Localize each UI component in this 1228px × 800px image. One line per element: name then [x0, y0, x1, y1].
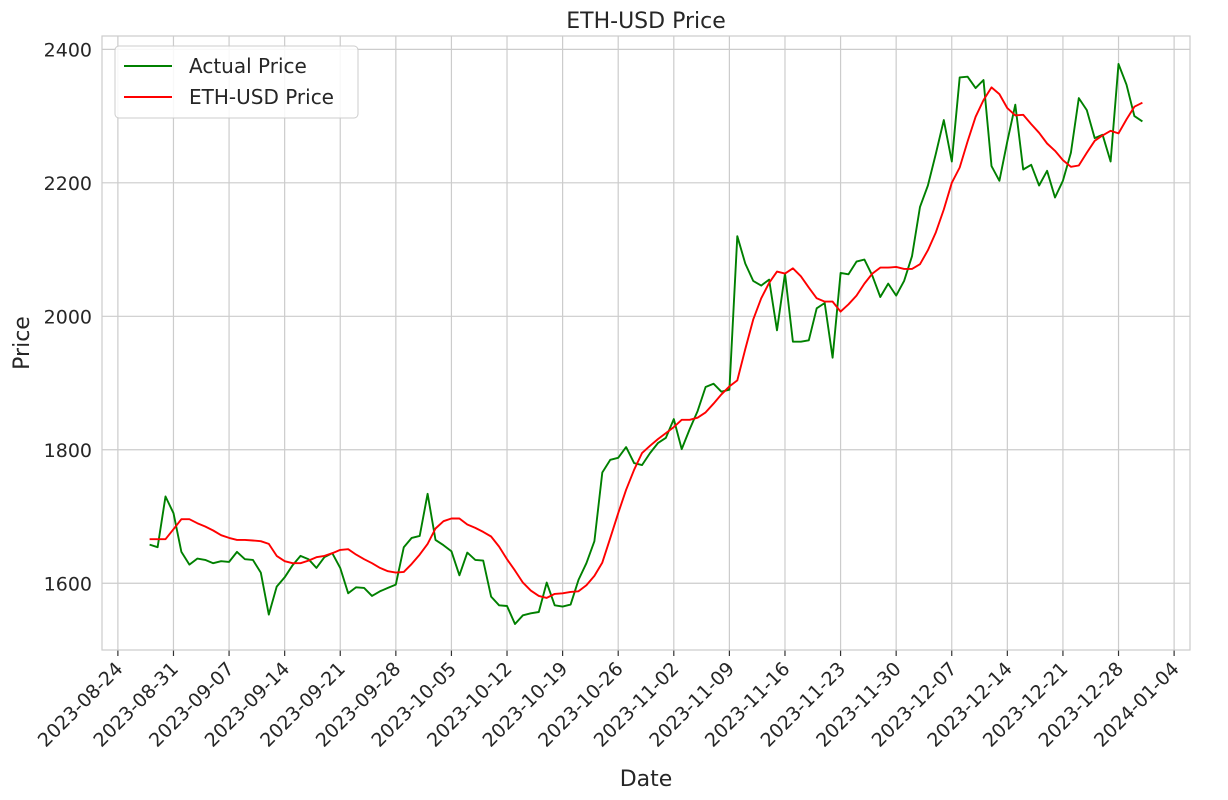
y-tick-label: 2000	[44, 306, 92, 328]
y-tick-label: 2400	[44, 39, 92, 61]
y-tick-label: 1800	[44, 440, 92, 462]
legend: Actual Price ETH-USD Price	[114, 45, 359, 119]
legend-label-1: ETH-USD Price	[189, 85, 334, 109]
x-tick-labels: 2023-08-242023-08-312023-09-072023-09-14…	[34, 658, 1184, 752]
chart-title: ETH-USD Price	[566, 9, 726, 34]
plot-frame	[101, 35, 1191, 651]
series-line-1	[149, 86, 1143, 599]
y-tick-labels: 1600 1800 2000 2200 2400	[44, 39, 92, 595]
y-axis-label: Price	[10, 316, 35, 370]
grid-lines	[102, 36, 1190, 656]
legend-box	[114, 45, 359, 119]
legend-label-0: Actual Price	[189, 54, 307, 78]
x-axis-label: Date	[620, 767, 673, 792]
series-lines	[149, 63, 1143, 625]
y-tick-label: 2200	[44, 173, 92, 195]
series-line-0	[149, 63, 1143, 625]
y-tick-label: 1600	[44, 573, 92, 595]
